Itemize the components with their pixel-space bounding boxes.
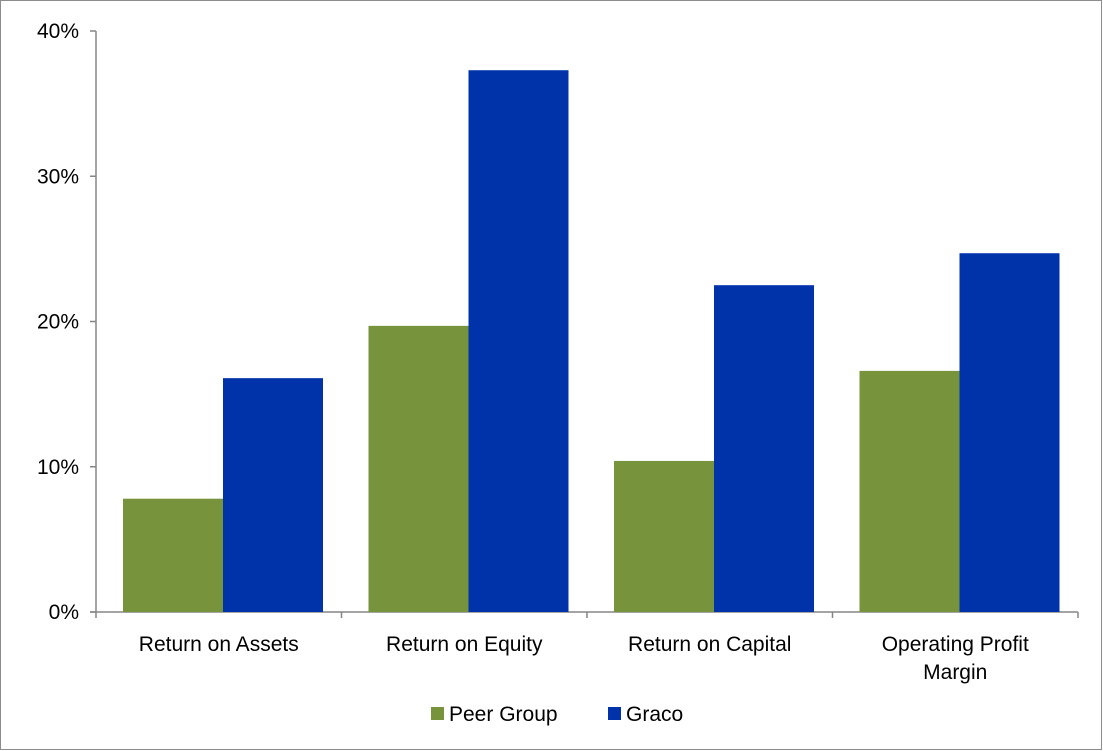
bar-graco — [223, 378, 323, 612]
bar-peer-group — [614, 460, 714, 612]
legend-swatch-graco — [608, 707, 621, 720]
bar-graco — [714, 285, 814, 612]
y-tick-label: 30% — [37, 165, 79, 188]
y-tick-label: 0% — [49, 601, 79, 624]
bar-peer-group — [368, 325, 469, 612]
x-category-label: Return on Assets — [139, 633, 299, 656]
bar-graco — [468, 70, 569, 612]
bar-peer-group — [859, 370, 960, 612]
x-category-label: Operating Profit — [882, 633, 1029, 656]
legend-label: Graco — [626, 703, 683, 726]
bar-peer-group — [123, 498, 223, 612]
x-category-label: Return on Equity — [386, 633, 543, 656]
y-tick-label: 40% — [37, 20, 79, 43]
bar-graco — [959, 253, 1060, 613]
x-category-label: Margin — [923, 661, 987, 684]
y-tick-label: 20% — [37, 311, 79, 334]
x-category-label: Return on Capital — [628, 633, 791, 656]
legend-swatch-peer-group — [431, 707, 444, 720]
y-tick-label: 10% — [37, 456, 79, 479]
legend-label: Peer Group — [449, 703, 558, 726]
